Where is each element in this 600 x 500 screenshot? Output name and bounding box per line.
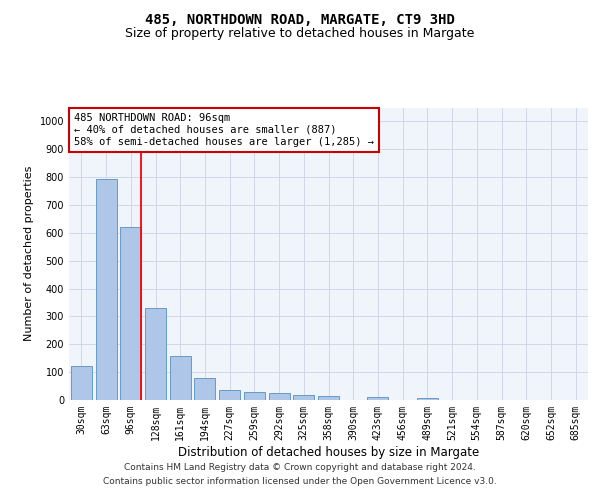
Y-axis label: Number of detached properties: Number of detached properties <box>24 166 34 342</box>
Text: Contains HM Land Registry data © Crown copyright and database right 2024.: Contains HM Land Registry data © Crown c… <box>124 464 476 472</box>
Bar <box>417 398 438 400</box>
Text: Contains public sector information licensed under the Open Government Licence v3: Contains public sector information licen… <box>103 477 497 486</box>
Text: 485 NORTHDOWN ROAD: 96sqm
← 40% of detached houses are smaller (887)
58% of semi: 485 NORTHDOWN ROAD: 96sqm ← 40% of detac… <box>74 114 374 146</box>
Bar <box>318 396 339 400</box>
Bar <box>244 392 265 400</box>
Bar <box>145 308 166 400</box>
Bar <box>219 390 240 400</box>
X-axis label: Distribution of detached houses by size in Margate: Distribution of detached houses by size … <box>178 446 479 458</box>
Bar <box>120 228 141 400</box>
Bar <box>367 397 388 400</box>
Text: 485, NORTHDOWN ROAD, MARGATE, CT9 3HD: 485, NORTHDOWN ROAD, MARGATE, CT9 3HD <box>145 12 455 26</box>
Bar <box>95 178 116 400</box>
Bar <box>293 396 314 400</box>
Bar <box>71 366 92 400</box>
Bar <box>194 378 215 400</box>
Bar <box>269 393 290 400</box>
Bar <box>170 356 191 400</box>
Text: Size of property relative to detached houses in Margate: Size of property relative to detached ho… <box>125 28 475 40</box>
